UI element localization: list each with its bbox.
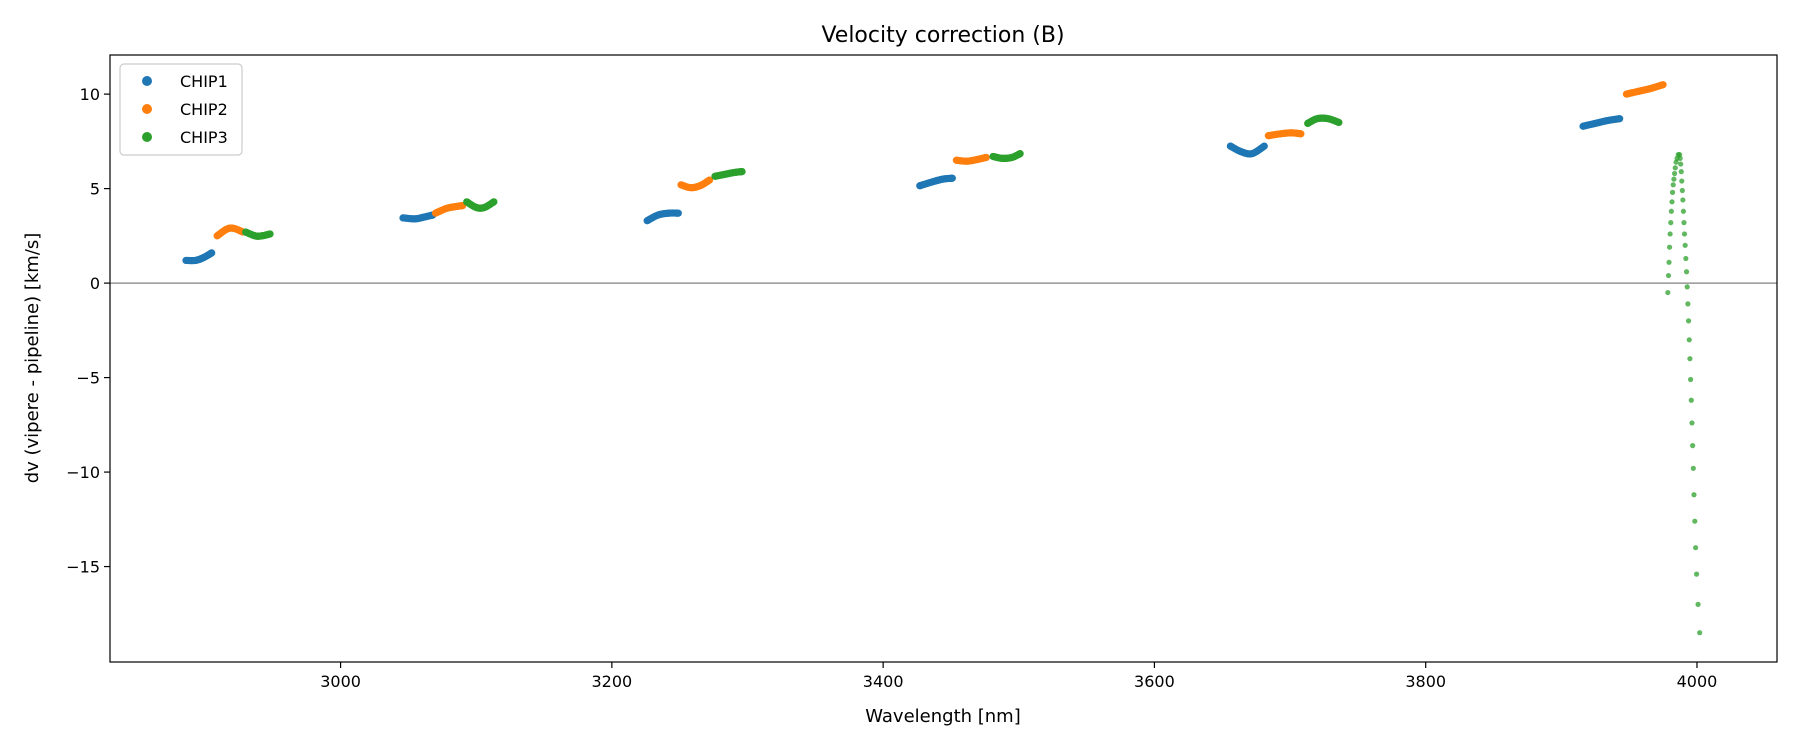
data-point — [1681, 231, 1688, 237]
data-point — [1671, 170, 1678, 177]
data-point — [1667, 231, 1673, 237]
data-point — [1681, 220, 1687, 226]
data-point — [1692, 518, 1698, 524]
data-point — [1687, 356, 1693, 362]
data-point — [1689, 420, 1695, 426]
data-point — [1680, 197, 1686, 203]
series-chip1 — [182, 115, 1624, 265]
y-axis-label: dv (vipere - pipeline) [km/s] — [22, 233, 43, 484]
x-tick-label: 3200 — [592, 672, 633, 691]
data-point — [1668, 220, 1674, 226]
legend-box — [119, 63, 243, 156]
plot-frame — [109, 54, 1778, 663]
data-point — [1683, 269, 1690, 275]
data-point — [1683, 255, 1689, 262]
data-point — [1686, 337, 1692, 343]
data-point — [1665, 289, 1671, 296]
x-tick-label: 3600 — [1134, 672, 1175, 691]
data-point — [1260, 142, 1268, 150]
data-point — [1691, 492, 1697, 498]
data-point — [1670, 182, 1676, 188]
data-point — [1666, 259, 1672, 265]
data-point — [1685, 301, 1691, 307]
series-chip2 — [213, 81, 1667, 240]
data-point — [1685, 318, 1692, 324]
data-point — [1684, 284, 1690, 290]
data-point — [1682, 242, 1688, 248]
x-axis-ticks: 3000 3200 3400 3600 3800 4000 — [320, 662, 1717, 691]
legend-marker-chip1 — [142, 76, 152, 86]
data-point — [1659, 81, 1667, 89]
data-point — [1666, 244, 1673, 250]
x-tick-label: 4000 — [1677, 672, 1718, 691]
data-point — [1672, 165, 1678, 171]
data-point — [674, 209, 682, 217]
data-point — [1678, 168, 1684, 175]
data-point — [1697, 630, 1703, 636]
x-axis-label: Wavelength [nm] — [865, 706, 1021, 727]
data-points — [182, 81, 1703, 636]
data-point — [266, 230, 274, 238]
data-point — [1671, 176, 1677, 182]
data-point — [1690, 465, 1696, 471]
data-point — [1668, 208, 1674, 214]
legend-label-chip3: CHIP3 — [180, 128, 228, 147]
data-point — [1016, 150, 1024, 158]
data-point — [1297, 130, 1305, 138]
data-point — [1669, 199, 1675, 205]
data-point — [982, 153, 990, 162]
data-point — [705, 176, 714, 184]
legend-marker-chip2 — [142, 104, 152, 114]
y-tick-label: 0 — [90, 274, 100, 293]
data-point — [948, 174, 956, 182]
data-point — [490, 198, 498, 206]
x-tick-label: 3800 — [1405, 672, 1446, 691]
x-tick-label: 3000 — [320, 672, 361, 691]
data-point — [1688, 397, 1694, 403]
data-point — [1679, 178, 1685, 184]
data-point — [1693, 571, 1700, 577]
y-axis-ticks: 10 5 0 −5 −10 −15 — [66, 85, 110, 577]
data-point — [1687, 376, 1694, 383]
y-tick-label: −10 — [66, 463, 100, 482]
data-point — [208, 249, 216, 257]
data-point — [1693, 545, 1699, 551]
y-tick-label: −5 — [76, 369, 100, 388]
legend-label-chip2: CHIP2 — [180, 100, 228, 119]
y-tick-label: 5 — [90, 180, 100, 199]
data-point — [738, 167, 746, 176]
data-point — [1616, 115, 1624, 123]
data-point — [1335, 118, 1343, 127]
data-point — [1695, 601, 1701, 607]
series-chip3 — [242, 114, 1703, 636]
legend: CHIP1 CHIP2 CHIP3 — [119, 63, 243, 156]
y-tick-label: 10 — [80, 85, 100, 104]
chart-title: Velocity correction (B) — [821, 23, 1064, 48]
data-point — [1690, 443, 1696, 449]
y-tick-label: −15 — [66, 558, 100, 577]
legend-label-chip1: CHIP1 — [180, 72, 228, 91]
x-tick-label: 3400 — [863, 672, 904, 691]
data-point — [1680, 208, 1687, 214]
data-point — [1678, 161, 1684, 167]
legend-marker-chip3 — [142, 132, 152, 142]
data-point — [1677, 155, 1683, 161]
data-point — [1679, 187, 1685, 194]
data-point — [1665, 272, 1672, 279]
data-point — [1669, 189, 1676, 195]
